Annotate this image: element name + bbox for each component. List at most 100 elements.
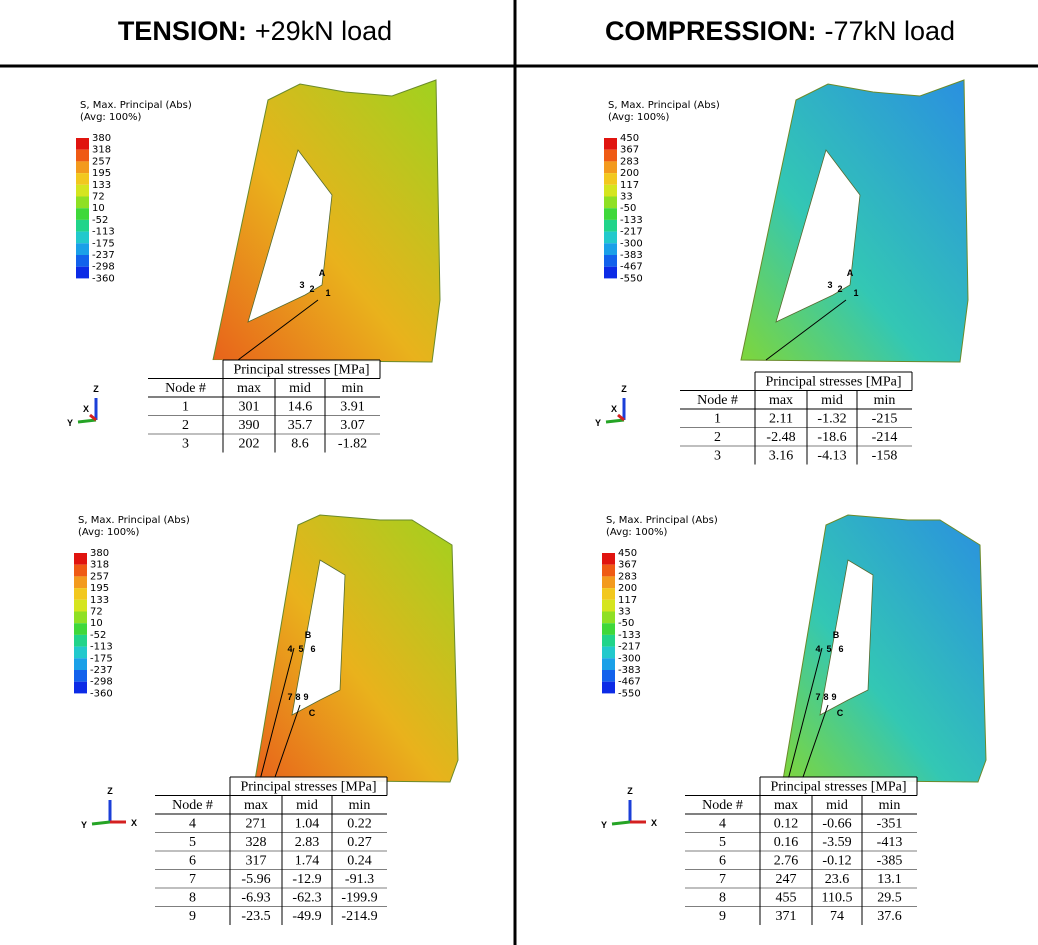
table-cell: 1.74 bbox=[295, 854, 320, 869]
table-cell: -158 bbox=[872, 449, 898, 464]
table-cell: 371 bbox=[776, 909, 797, 924]
legend-value: 367 bbox=[620, 145, 639, 156]
legend-value: -217 bbox=[618, 642, 641, 653]
legend-title: S, Max. Principal (Abs) bbox=[606, 515, 718, 526]
legend-value: 283 bbox=[618, 571, 637, 582]
table-cell: 5 bbox=[719, 835, 726, 850]
table-cell: -12.9 bbox=[292, 872, 321, 887]
table-cell: 13.1 bbox=[877, 872, 902, 887]
table-cell: -351 bbox=[877, 817, 903, 832]
table-cell: 6 bbox=[719, 854, 726, 869]
triad-y bbox=[606, 420, 624, 422]
column-head: max bbox=[774, 798, 798, 813]
table-cell: 0.24 bbox=[347, 854, 372, 869]
triad-y bbox=[92, 822, 110, 824]
table-cell: -1.32 bbox=[817, 412, 846, 427]
colorbar-segment bbox=[602, 647, 615, 659]
legend-title: S, Max. Principal (Abs) bbox=[78, 515, 190, 526]
table-cell: 3.07 bbox=[340, 418, 365, 433]
table-cell: 202 bbox=[239, 437, 260, 452]
colorbar-segment bbox=[602, 565, 615, 577]
colorbar-segment bbox=[76, 267, 89, 279]
table-cell: 0.12 bbox=[774, 817, 799, 832]
legend-value: 200 bbox=[620, 168, 639, 179]
legend-value: -175 bbox=[90, 653, 113, 664]
colorbar-segment bbox=[74, 682, 87, 694]
table-cell: -214 bbox=[872, 430, 898, 445]
column-head: mid bbox=[296, 798, 318, 813]
point-label: 5 bbox=[298, 644, 303, 654]
colorbar-segment bbox=[602, 600, 615, 612]
triad-label: Y bbox=[595, 418, 601, 428]
table-cell: 8.6 bbox=[291, 437, 309, 452]
table-cell: 3.16 bbox=[769, 449, 794, 464]
column-head: max bbox=[237, 381, 261, 396]
legend-value: -467 bbox=[620, 262, 643, 273]
column-head: mid bbox=[289, 381, 311, 396]
table-cell: 37.6 bbox=[877, 909, 902, 924]
table-cell: 3.91 bbox=[340, 400, 365, 415]
triad-label: Y bbox=[81, 820, 87, 830]
colorbar-segment bbox=[76, 150, 89, 162]
point-label: 8 bbox=[823, 692, 828, 702]
legend-value: 200 bbox=[618, 583, 637, 594]
legend-value: -217 bbox=[620, 227, 643, 238]
colorbar-segment bbox=[74, 588, 87, 600]
column-head: min bbox=[349, 798, 371, 813]
table-cell: 7 bbox=[189, 872, 196, 887]
legend-value: 195 bbox=[92, 168, 111, 179]
legend-value: 33 bbox=[618, 607, 631, 618]
colorbar-segment bbox=[74, 635, 87, 647]
triad-label: X bbox=[611, 404, 617, 414]
colorbar-segment bbox=[76, 138, 89, 150]
legend-value: -52 bbox=[92, 215, 108, 226]
table-cell: 6 bbox=[189, 854, 196, 869]
table-cell: 4 bbox=[189, 817, 196, 832]
legend-value: -383 bbox=[620, 250, 643, 261]
colorbar-segment bbox=[604, 208, 617, 220]
point-label: 3 bbox=[299, 280, 304, 290]
colorbar-segment bbox=[76, 243, 89, 255]
colorbar-segment bbox=[604, 197, 617, 209]
legend-value: -298 bbox=[92, 262, 115, 273]
legend-value: 72 bbox=[90, 607, 103, 618]
column-header: TENSION:+29kN load bbox=[118, 16, 392, 46]
legend-value: -550 bbox=[618, 688, 641, 699]
table-cell: 9 bbox=[719, 909, 726, 924]
header-load: +29kN load bbox=[255, 16, 392, 46]
table-cell: 29.5 bbox=[877, 891, 902, 906]
triad-label: X bbox=[83, 404, 89, 414]
point-label: 4 bbox=[815, 644, 820, 654]
colorbar-segment bbox=[74, 623, 87, 635]
table-cell: 1 bbox=[714, 412, 721, 427]
colorbar-segment bbox=[76, 232, 89, 244]
legend-value: -133 bbox=[618, 630, 641, 641]
legend-value: -50 bbox=[618, 618, 634, 629]
table-cell: 247 bbox=[776, 872, 797, 887]
colorbar-segment bbox=[604, 220, 617, 232]
header-load: -77kN load bbox=[824, 16, 955, 46]
legend-value: 283 bbox=[620, 156, 639, 167]
legend-value: 133 bbox=[92, 180, 111, 191]
table-cell: 0.16 bbox=[774, 835, 799, 850]
legend-value: -237 bbox=[92, 250, 115, 261]
legend-title: S, Max. Principal (Abs) bbox=[80, 100, 192, 111]
colorbar-segment bbox=[76, 255, 89, 267]
point-label: 3 bbox=[827, 280, 832, 290]
legend-value: 195 bbox=[90, 583, 109, 594]
colorbar-segment bbox=[76, 220, 89, 232]
table-cell: 0.27 bbox=[347, 835, 372, 850]
colorbar-segment bbox=[76, 208, 89, 220]
colorbar-segment bbox=[602, 588, 615, 600]
colorbar-segment bbox=[604, 255, 617, 267]
legend-value: 117 bbox=[620, 180, 639, 191]
table-caption: Principal stresses [MPa] bbox=[765, 375, 901, 390]
legend-subtitle: (Avg: 100%) bbox=[80, 112, 142, 123]
point-label: C bbox=[309, 708, 316, 718]
table-cell: 14.6 bbox=[288, 400, 313, 415]
legend-value: 380 bbox=[90, 548, 109, 559]
legend-value: -467 bbox=[618, 677, 641, 688]
table-cell: 328 bbox=[246, 835, 267, 850]
legend-value: -133 bbox=[620, 215, 643, 226]
table-caption: Principal stresses [MPa] bbox=[233, 363, 369, 378]
